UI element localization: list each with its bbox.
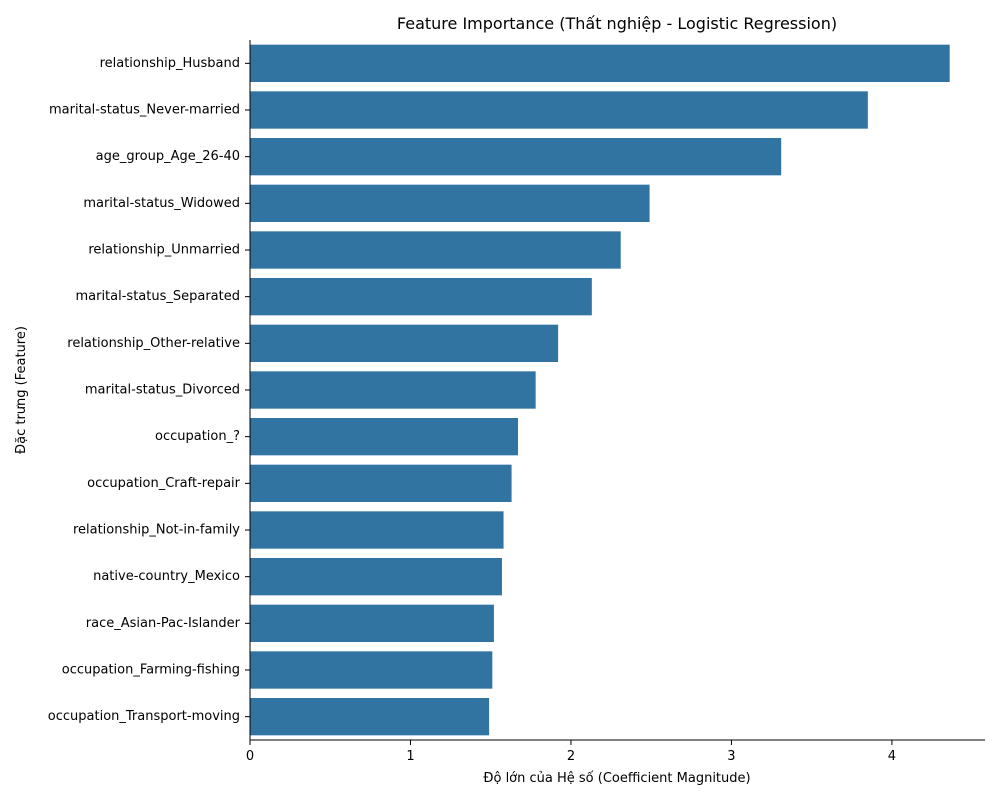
bar-occupation_? bbox=[250, 418, 519, 456]
y-tick-label: occupation_Craft-repair bbox=[87, 476, 241, 491]
y-tick-label: occupation_? bbox=[155, 429, 240, 444]
y-tick-label: occupation_Farming-fishing bbox=[62, 663, 240, 678]
bar-marital-status_Separated bbox=[250, 278, 592, 316]
x-tick-label: 3 bbox=[727, 749, 735, 764]
y-tick-label: occupation_Transport-moving bbox=[48, 709, 240, 724]
bars-layer bbox=[250, 44, 950, 736]
y-tick-label: marital-status_Separated bbox=[75, 289, 240, 304]
x-tick-label: 4 bbox=[888, 749, 896, 764]
y-tick-label: relationship_Unmarried bbox=[88, 243, 240, 258]
y-tick-label: race_Asian-Pac-Islander bbox=[86, 616, 241, 631]
bar-relationship_Other-relative bbox=[250, 324, 559, 362]
chart-title: Feature Importance (Thất nghiệp - Logist… bbox=[397, 14, 837, 33]
bar-marital-status_Divorced bbox=[250, 371, 536, 409]
bar-occupation_Craft-repair bbox=[250, 464, 512, 502]
x-tick-label: 1 bbox=[406, 749, 414, 764]
y-tick-label: marital-status_Widowed bbox=[83, 196, 240, 211]
y-tick-label: relationship_Husband bbox=[100, 56, 240, 71]
x-tick-label: 0 bbox=[246, 749, 254, 764]
bar-occupation_Farming-fishing bbox=[250, 651, 493, 689]
y-tick-label: relationship_Not-in-family bbox=[73, 523, 240, 538]
y-axis-ticks: relationship_Husband marital-status_Never… bbox=[48, 56, 250, 724]
y-tick-label: native-country_Mexico bbox=[93, 569, 240, 584]
y-tick-label: age_group_Age_26-40 bbox=[96, 149, 240, 164]
x-axis-label: Độ lớn của Hệ số (Coefficient Magnitude) bbox=[483, 771, 750, 786]
bar-relationship_Husband bbox=[250, 44, 950, 82]
x-axis-ticks: 0 1 2 3 4 bbox=[246, 740, 896, 764]
bar-age_group_Age_26-40 bbox=[250, 138, 782, 176]
y-axis-label: Đặc trưng (Feature) bbox=[14, 326, 29, 454]
bar-occupation_Transport-moving bbox=[250, 698, 490, 736]
x-tick-label: 2 bbox=[567, 749, 575, 764]
bar-marital-status_Never-married bbox=[250, 91, 868, 129]
bar-race_Asian-Pac-Islander bbox=[250, 604, 494, 642]
bar-relationship_Not-in-family bbox=[250, 511, 504, 549]
bar-marital-status_Widowed bbox=[250, 184, 650, 222]
y-tick-label: marital-status_Divorced bbox=[85, 383, 240, 398]
y-tick-label: marital-status_Never-married bbox=[49, 103, 240, 118]
y-tick-label: relationship_Other-relative bbox=[67, 336, 240, 351]
bar-relationship_Unmarried bbox=[250, 231, 621, 269]
bar-native-country_Mexico bbox=[250, 558, 502, 596]
